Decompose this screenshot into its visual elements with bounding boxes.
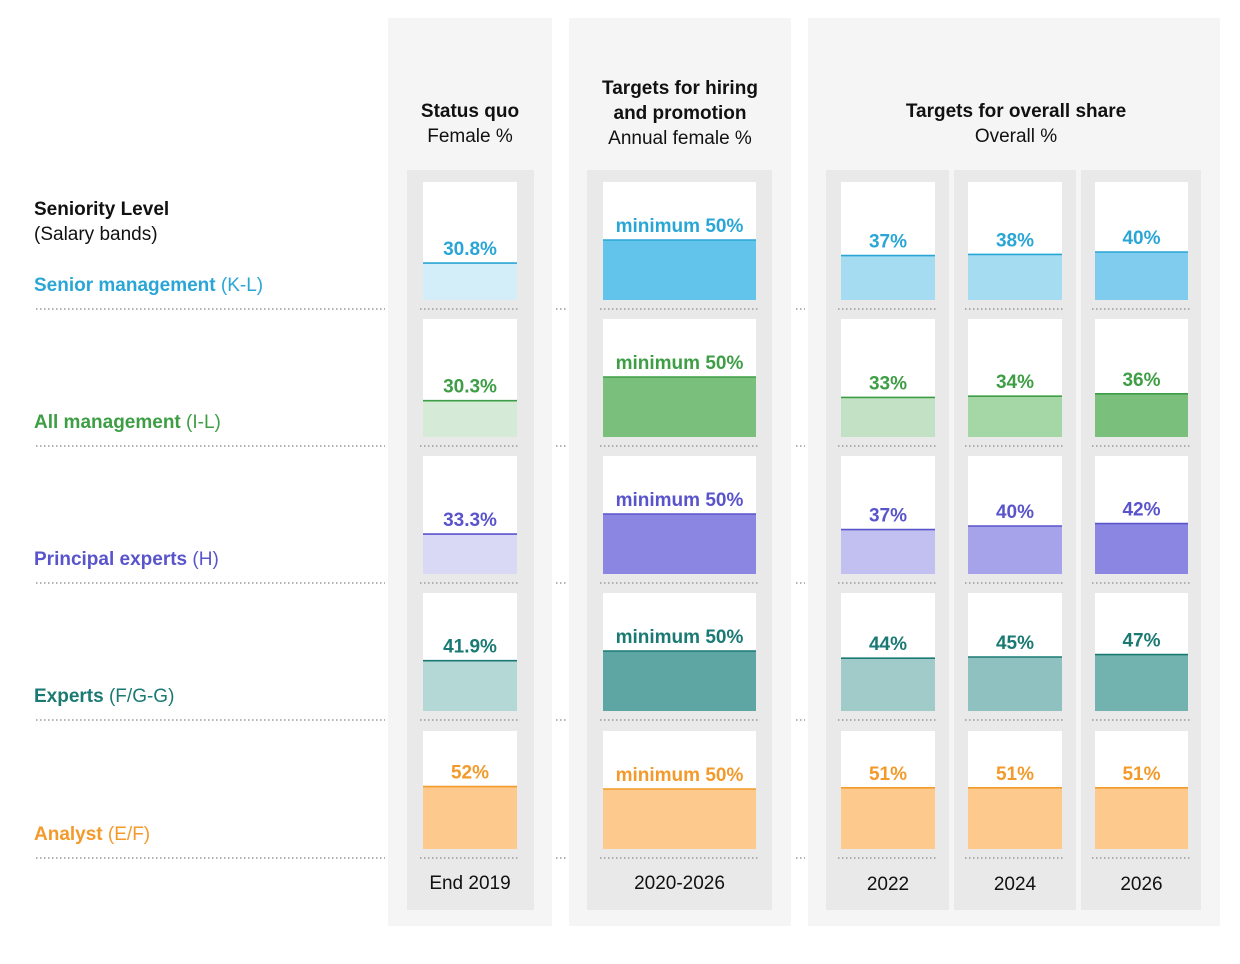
data-label: 30.8%	[443, 239, 497, 260]
row-label-level: Principal experts	[34, 549, 187, 570]
bar	[1095, 787, 1188, 849]
bar	[603, 789, 756, 849]
column-label: 2022	[867, 874, 909, 895]
chart-subtitle: (Salary bands)	[34, 224, 158, 245]
panel-title: Status quo	[421, 101, 519, 122]
row-label-level: Analyst	[34, 824, 103, 845]
column-label: End 2019	[429, 873, 510, 894]
data-label: minimum 50%	[616, 216, 744, 237]
data-label: 52%	[451, 763, 489, 784]
bar	[603, 377, 756, 437]
row-label-band: (F/G-G)	[104, 686, 175, 707]
bar	[1095, 654, 1188, 711]
bar	[841, 255, 935, 300]
data-label: 33.3%	[443, 510, 497, 531]
bar	[841, 529, 935, 574]
bar	[968, 254, 1062, 300]
bar	[423, 786, 517, 849]
row-label-band: (K-L)	[216, 275, 264, 296]
row-label: Analyst (E/F)	[34, 824, 150, 845]
row-label-band: (I-L)	[181, 412, 221, 433]
data-label: 37%	[869, 506, 907, 527]
data-label: 51%	[1122, 764, 1160, 785]
data-label: 45%	[996, 633, 1034, 654]
row-label: Experts (F/G-G)	[34, 686, 174, 707]
bar	[603, 240, 756, 300]
data-label: 51%	[869, 764, 907, 785]
bar	[841, 658, 935, 711]
data-label: 38%	[996, 230, 1034, 251]
row-label-level: All management	[34, 412, 181, 433]
bar	[968, 657, 1062, 711]
data-label: 40%	[1122, 228, 1160, 249]
data-label: 44%	[869, 634, 907, 655]
chart-title: Seniority Level	[34, 199, 169, 220]
panel-title: Targets for hiring	[602, 78, 758, 99]
column-label: 2026	[1120, 874, 1162, 895]
bar	[603, 651, 756, 711]
row-label-band: (E/F)	[103, 824, 151, 845]
panel-subtitle: Overall %	[975, 126, 1057, 147]
data-label: 30.3%	[443, 377, 497, 398]
row-label-level: Experts	[34, 686, 104, 707]
data-label: 47%	[1122, 631, 1160, 652]
row-label: All management (I-L)	[34, 412, 221, 433]
panel-subtitle: Annual female %	[608, 128, 752, 149]
bar	[1095, 393, 1188, 437]
data-label: 42%	[1122, 500, 1160, 521]
data-label: 34%	[996, 372, 1034, 393]
data-label: 41.9%	[443, 637, 497, 658]
data-label: 40%	[996, 502, 1034, 523]
bar	[1095, 252, 1188, 300]
bar	[968, 787, 1062, 849]
bar	[603, 514, 756, 574]
bar	[968, 526, 1062, 574]
bar	[423, 400, 517, 437]
row-label-level: Senior management	[34, 275, 216, 296]
data-label: 37%	[869, 232, 907, 253]
data-label: minimum 50%	[616, 490, 744, 511]
data-label: 33%	[869, 373, 907, 394]
row-label-band: (H)	[187, 549, 219, 570]
data-label: 36%	[1122, 370, 1160, 391]
data-label: minimum 50%	[616, 353, 744, 374]
bar	[423, 263, 517, 300]
data-label: minimum 50%	[616, 627, 744, 648]
row-label: Senior management (K-L)	[34, 275, 263, 296]
column-label: 2024	[994, 874, 1037, 895]
bar	[423, 660, 517, 711]
panel-title: Targets for overall share	[906, 101, 1126, 122]
data-label: 51%	[996, 764, 1034, 785]
data-label: minimum 50%	[616, 765, 744, 786]
column-label: 2020-2026	[634, 873, 725, 894]
panel-title: and promotion	[614, 103, 747, 124]
bar	[841, 787, 935, 849]
bar	[841, 397, 935, 437]
bar	[968, 396, 1062, 437]
bar	[1095, 523, 1188, 574]
bar	[423, 534, 517, 574]
row-label: Principal experts (H)	[34, 549, 219, 570]
panel-subtitle: Female %	[427, 126, 513, 147]
